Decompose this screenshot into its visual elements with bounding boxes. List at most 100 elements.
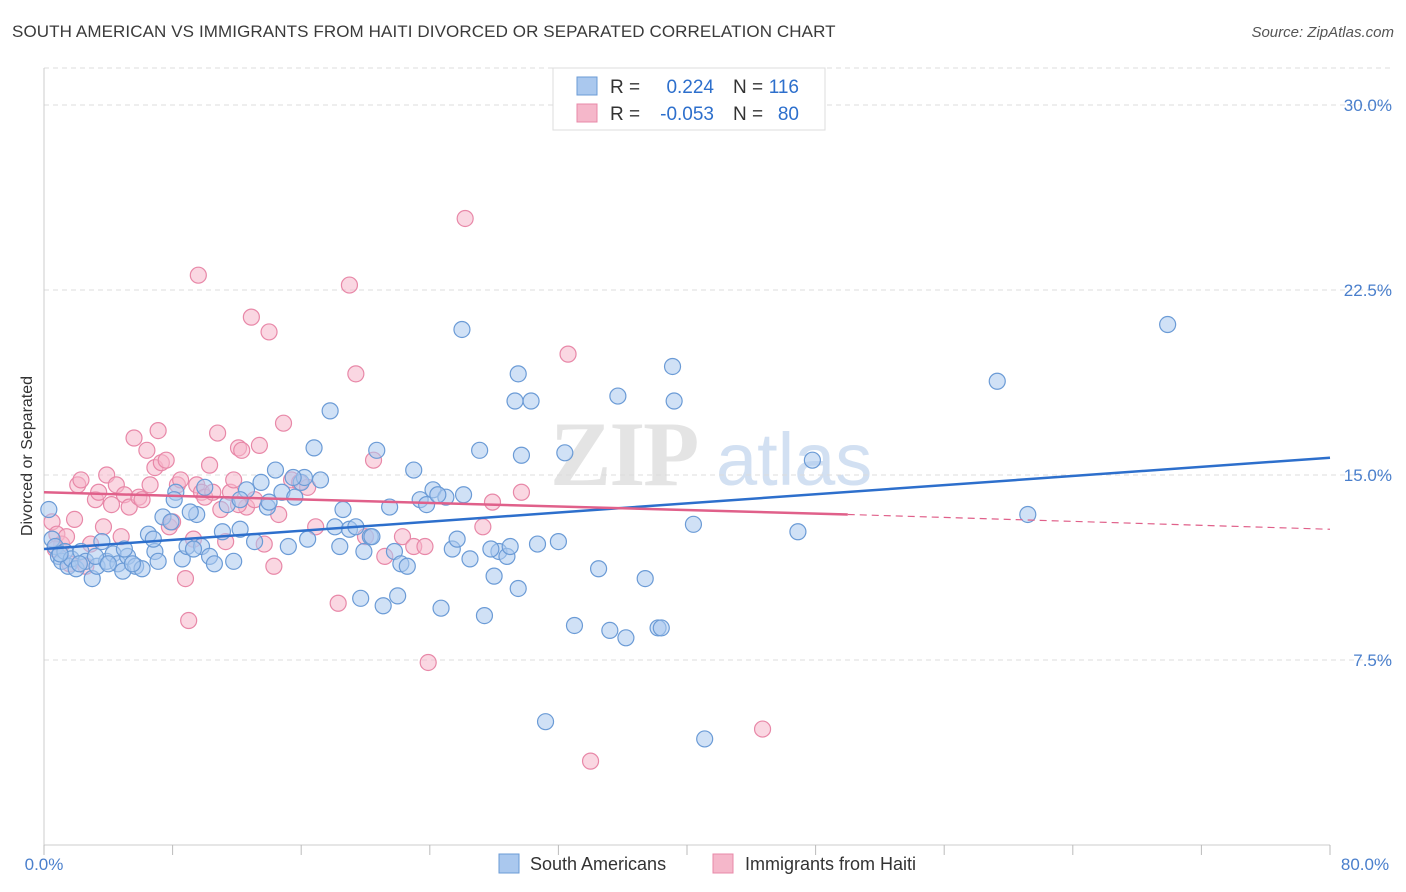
source-label: Source: ZipAtlas.com <box>1251 24 1394 41</box>
south-american-point <box>334 500 352 519</box>
south-american-point <box>368 441 386 459</box>
south-american-point <box>453 320 471 339</box>
south-american-point <box>144 530 162 548</box>
chart-title: SOUTH AMERICAN VS IMMIGRANTS FROM HAITI … <box>12 22 836 41</box>
south-american-point <box>482 540 500 558</box>
stats-pink-swatch <box>576 103 598 123</box>
haiti-point <box>242 308 260 326</box>
south-american-point <box>475 606 494 625</box>
south-american-point <box>99 555 117 573</box>
south-american-point <box>40 500 58 519</box>
south-american-point <box>652 619 670 637</box>
haiti-point <box>149 422 167 440</box>
y-tick-label: 22.5% <box>1344 281 1392 300</box>
stats-box <box>552 67 826 131</box>
south-american-point <box>70 555 88 573</box>
haiti-point <box>416 537 434 556</box>
south-american-point <box>165 491 183 509</box>
haiti-point <box>274 414 293 432</box>
south-american-point <box>665 392 683 410</box>
south-american-point <box>803 451 821 469</box>
y-tick-label: 7.5% <box>1353 651 1392 670</box>
haiti-point <box>157 451 175 469</box>
south-american-point <box>429 486 447 504</box>
haiti-point <box>483 493 502 511</box>
x-tick-label-min: 0.0% <box>25 855 64 874</box>
south-american-point <box>461 550 479 568</box>
south-american-point <box>417 496 436 514</box>
south-american-point <box>398 557 416 575</box>
watermark-zip: ZIP <box>550 403 697 505</box>
stats-pink-n-label: N = <box>733 104 763 125</box>
south-american-point <box>321 402 339 420</box>
south-american-point <box>528 535 547 553</box>
south-american-point <box>471 441 489 459</box>
south-american-point <box>405 461 423 479</box>
south-american-point <box>789 523 807 541</box>
south-american-point <box>617 629 635 647</box>
south-american-point <box>355 542 373 561</box>
south-american-point <box>684 515 703 533</box>
legend-blue-swatch <box>498 853 520 874</box>
south-american-point <box>506 392 524 410</box>
stats-pink-r-label: R = <box>610 104 640 125</box>
south-american-point <box>609 387 627 405</box>
south-american-point <box>352 589 370 607</box>
haiti-point <box>233 441 251 459</box>
south-american-point <box>988 372 1006 390</box>
south-american-point <box>663 357 682 376</box>
south-american-point <box>556 444 574 462</box>
south-american-point <box>522 392 540 410</box>
south-american-point <box>509 579 527 598</box>
south-american-point <box>601 621 619 640</box>
haiti-point <box>90 483 108 501</box>
x-axis-ticks <box>43 845 1331 855</box>
haiti-point <box>65 510 84 529</box>
south-american-point <box>245 532 264 551</box>
south-american-point <box>536 713 555 731</box>
south-american-point <box>284 468 302 487</box>
haiti-point <box>419 653 437 672</box>
south-american-point <box>252 473 270 491</box>
south-american-point <box>149 552 167 570</box>
haiti-point <box>200 456 219 474</box>
haiti-point <box>94 518 113 536</box>
haiti-point <box>225 471 243 489</box>
haiti-point <box>250 436 269 454</box>
south-american-point <box>225 552 243 570</box>
trend-lines <box>43 456 1331 551</box>
south-american-point <box>331 537 349 556</box>
south-american-points <box>40 315 1177 748</box>
haiti-point <box>456 209 474 228</box>
south-american-point <box>279 537 297 556</box>
south-american-point <box>286 488 304 506</box>
haiti-point <box>559 345 577 363</box>
haiti-point <box>72 471 90 489</box>
legend-immigrants-from-haiti: Immigrants from Haiti <box>745 854 916 874</box>
haiti-point <box>340 276 359 294</box>
south-american-point <box>231 491 249 509</box>
haiti-point <box>180 611 198 630</box>
stats-blue-swatch <box>576 76 598 96</box>
y-axis-title: Divorced or Separated <box>19 376 36 536</box>
south-american-point <box>86 547 105 566</box>
legend-pink-swatch <box>712 853 734 874</box>
haiti-trend-line <box>43 491 848 516</box>
series-legend: South Americans Immigrants from Haiti <box>498 853 916 874</box>
south-american-point <box>181 503 199 521</box>
stats-blue-r-value: 0.224 <box>666 77 714 98</box>
south-american-point <box>389 587 407 605</box>
stats-blue-n-label: N = <box>733 77 763 98</box>
south-american-point <box>115 540 133 558</box>
south-american-point <box>299 530 317 548</box>
haiti-point <box>138 441 156 459</box>
south-american-point <box>432 599 450 617</box>
south-american-point <box>549 532 568 551</box>
haiti-point <box>393 528 412 546</box>
south-american-point <box>501 537 519 556</box>
south-american-point <box>93 532 111 551</box>
haiti-point <box>189 266 207 284</box>
stats-pink-r-value: -0.053 <box>660 104 714 125</box>
x-tick-label-max: 80.0% <box>1341 855 1389 874</box>
